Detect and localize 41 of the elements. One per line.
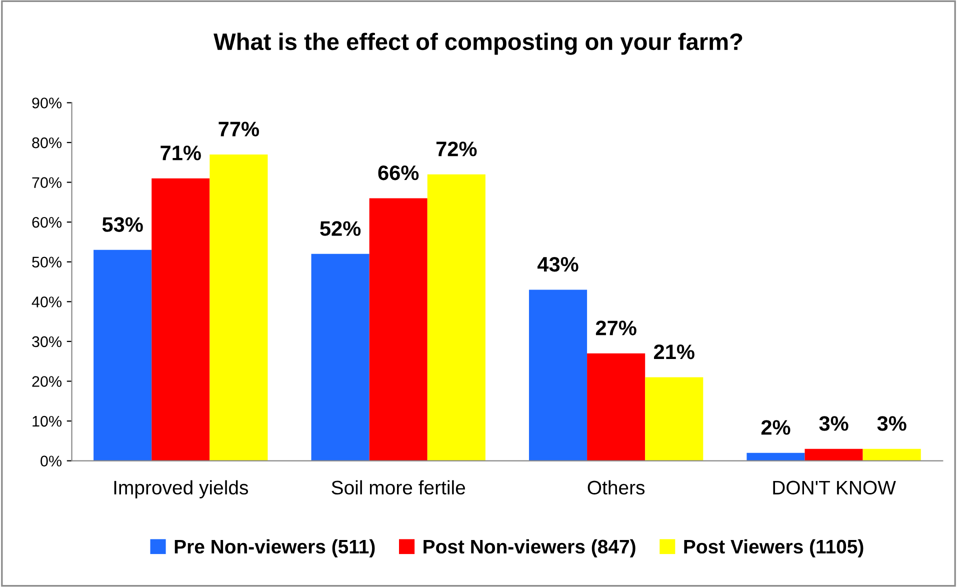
data-label: 27% — [596, 320, 636, 336]
chart-title: What is the effect of composting on your farm? — [214, 32, 742, 55]
y-tick-label: 50% — [32, 256, 62, 268]
bar — [311, 254, 370, 461]
legend-label: Post Non-viewers (847) — [424, 539, 636, 558]
data-label: 77% — [218, 122, 259, 136]
y-tick-label: 80% — [32, 137, 62, 148]
data-label: 66% — [378, 165, 419, 180]
bar — [528, 290, 588, 461]
x-tick-label: DON'T KNOW — [773, 480, 896, 495]
y-tick-label: 90% — [32, 98, 62, 108]
legend-label: Post Viewers (1105) — [684, 539, 864, 558]
y-tick-label: 60% — [32, 216, 62, 228]
data-label: 53% — [102, 217, 143, 232]
bar — [210, 154, 268, 461]
y-tick-label: 0% — [40, 456, 62, 466]
y-tick-label: 10% — [32, 416, 62, 427]
bar — [587, 353, 646, 461]
bar — [645, 377, 704, 461]
data-label: 71% — [160, 146, 201, 160]
y-tick-label: 30% — [32, 336, 62, 348]
x-tick-label: Others — [588, 480, 645, 495]
legend-label: Pre Non-viewers (511) — [174, 539, 375, 558]
y-tick-label: 40% — [32, 296, 62, 308]
data-label: 3% — [819, 416, 848, 431]
bar — [804, 448, 863, 461]
bar — [152, 178, 210, 461]
data-label: 72% — [436, 142, 477, 156]
bar — [369, 198, 428, 461]
bar — [94, 250, 152, 461]
x-tick-label: Improved yields — [114, 480, 248, 498]
data-label: 2% — [761, 420, 790, 435]
y-tick-label: 20% — [32, 376, 62, 387]
data-label: 21% — [654, 344, 694, 360]
bar — [862, 448, 921, 461]
data-label: 52% — [320, 221, 361, 236]
y-tick-label: 70% — [32, 177, 62, 188]
bar — [427, 174, 486, 461]
x-tick-label: Soil more fertile — [332, 480, 466, 495]
data-label: 43% — [537, 256, 578, 272]
data-label: 3% — [877, 416, 906, 431]
